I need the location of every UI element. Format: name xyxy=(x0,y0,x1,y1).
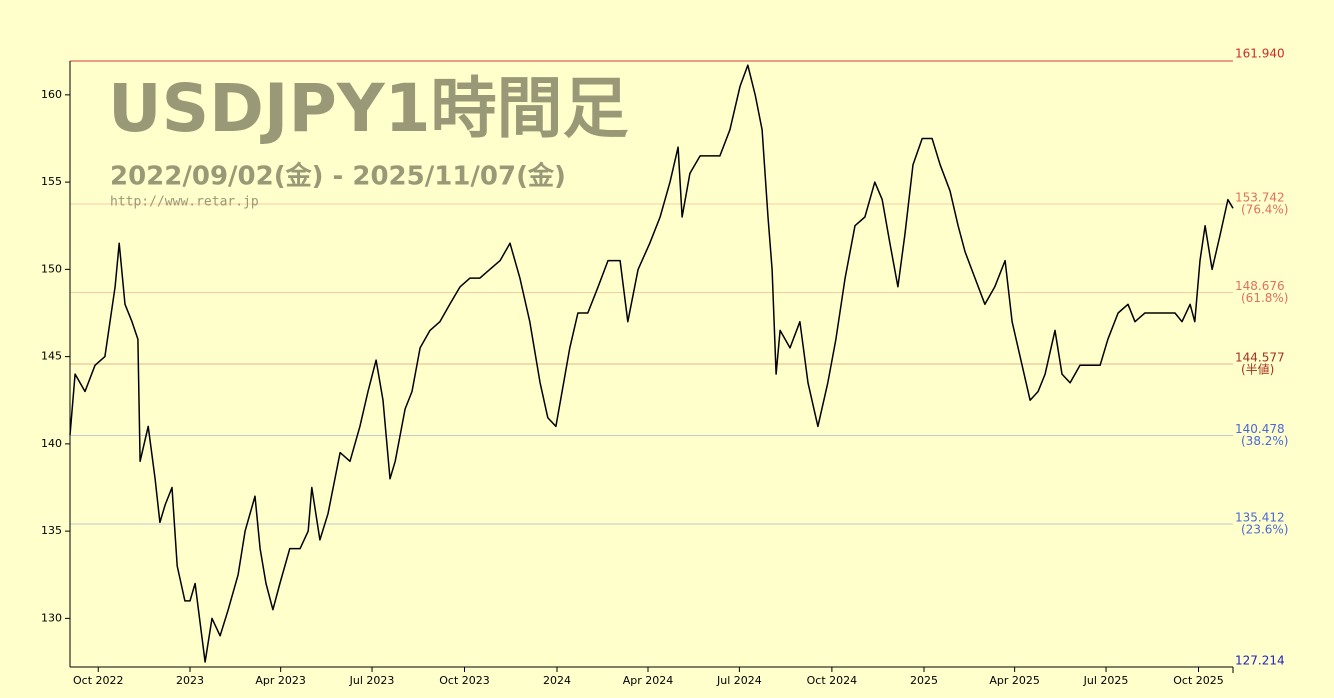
x-tick-label: 2023 xyxy=(176,674,204,687)
y-tick-label: 140 xyxy=(41,437,62,450)
level-label: 135.412 xyxy=(1235,510,1285,524)
x-tick-label: Apr 2025 xyxy=(989,674,1040,687)
level-note: (半値) xyxy=(1241,362,1274,377)
x-tick-label: Oct 2024 xyxy=(807,674,858,687)
level-label: 153.742 xyxy=(1235,191,1285,205)
y-tick-label: 155 xyxy=(41,175,62,188)
x-tick-label: Oct 2025 xyxy=(1173,674,1224,687)
x-tick-label: 2024 xyxy=(543,674,571,687)
price-line xyxy=(69,64,1234,663)
chart-subtitle: 2022/09/02(金) - 2025/11/07(金) xyxy=(110,161,566,192)
chart-title: USDJPY1時間足 xyxy=(108,70,629,147)
level-label: 161.940 xyxy=(1235,47,1285,61)
level-label: 127.214 xyxy=(1235,654,1285,668)
level-label: 148.676 xyxy=(1235,279,1285,293)
x-tick-label: Jul 2024 xyxy=(716,674,762,687)
x-tick-label: Jul 2025 xyxy=(1083,674,1129,687)
y-tick-label: 135 xyxy=(41,524,62,537)
x-tick-label: Oct 2022 xyxy=(73,674,124,687)
x-tick-label: Apr 2023 xyxy=(255,674,306,687)
x-tick-label: Apr 2024 xyxy=(623,674,674,687)
level-label: 144.577 xyxy=(1235,351,1285,365)
x-tick-label: 2025 xyxy=(910,674,938,687)
x-tick-label: Jul 2023 xyxy=(349,674,395,687)
y-tick-label: 160 xyxy=(41,88,62,101)
y-tick-label: 130 xyxy=(41,611,62,624)
y-tick-label: 150 xyxy=(41,262,62,275)
level-note: (38.2%) xyxy=(1241,434,1288,448)
level-note: (76.4%) xyxy=(1241,203,1288,217)
x-tick-label: Oct 2023 xyxy=(439,674,490,687)
source: http://www.retar.jp xyxy=(110,195,259,210)
level-note: (61.8%) xyxy=(1241,291,1288,305)
y-tick-label: 145 xyxy=(41,350,62,363)
level-label: 140.478 xyxy=(1235,422,1285,436)
level-note: (23.6%) xyxy=(1241,522,1288,536)
